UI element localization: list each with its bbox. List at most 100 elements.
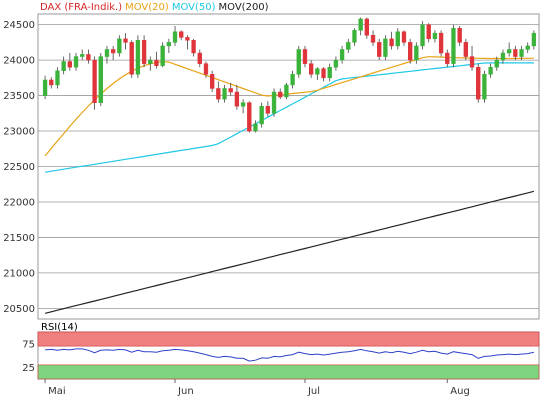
price-y-tick-label: 23000 — [3, 127, 35, 138]
candle-body — [476, 66, 481, 100]
legend-item-mov50: MOV(50) — [171, 2, 216, 13]
candle-body — [278, 91, 283, 98]
candle-body — [420, 24, 425, 47]
price-y-tick-label: 24500 — [3, 20, 35, 31]
candle-body — [271, 91, 277, 114]
candle-body — [513, 49, 518, 57]
candle-body — [284, 84, 289, 98]
candle-body — [438, 32, 444, 54]
rsi-y-tick-label: 25 — [22, 363, 35, 374]
candle-body — [333, 59, 339, 68]
candle-body — [61, 61, 66, 71]
candle-body — [234, 91, 240, 107]
candle-body — [414, 45, 419, 61]
candle-body — [302, 49, 308, 64]
mov50-line — [45, 62, 534, 173]
x-axis-month-label: Mai — [48, 386, 66, 397]
candle-body — [500, 52, 506, 61]
candle-body — [179, 31, 184, 38]
candle-body — [216, 88, 221, 100]
candle-body — [494, 59, 499, 68]
candle-body — [148, 59, 153, 64]
x-axis-month-label: Jul — [307, 386, 320, 397]
candle-body — [296, 49, 301, 75]
candle-body — [203, 63, 209, 75]
candle-body — [197, 52, 202, 64]
legend-item-mov20: MOV(20) — [125, 2, 169, 13]
candle-body — [67, 61, 73, 68]
candle-body — [339, 49, 345, 61]
candle-body — [240, 102, 246, 107]
rsi-title: RSI(14) — [41, 322, 78, 333]
candle-body — [519, 49, 524, 57]
rsi-band — [37, 331, 540, 347]
price-y-tick-label: 22500 — [3, 162, 35, 173]
candle-body — [377, 42, 382, 57]
candle-body — [407, 42, 413, 61]
candle-body — [98, 56, 103, 103]
candle-body — [370, 35, 376, 43]
candle-body — [209, 74, 215, 89]
price-y-tick-label: 24000 — [3, 56, 35, 67]
candle-body — [104, 49, 110, 57]
candle-body — [42, 79, 48, 96]
candle-body — [265, 105, 271, 114]
candle-body — [352, 30, 357, 43]
price-y-tick-label: 22000 — [3, 197, 35, 208]
rsi-y-tick-label: 75 — [22, 339, 35, 350]
candle-body — [117, 38, 122, 54]
candle-body — [531, 32, 537, 47]
candle-body — [92, 59, 97, 103]
price-y-tick-label: 21000 — [3, 268, 35, 279]
candle-body — [129, 42, 134, 75]
candle-body — [141, 39, 147, 64]
candle-body — [463, 42, 469, 57]
candle-body — [469, 56, 475, 68]
mov200-line — [44, 190, 535, 314]
candle-body — [346, 42, 351, 50]
rsi-line — [45, 348, 535, 362]
candle-body — [154, 59, 159, 67]
candle-body — [451, 27, 456, 64]
candle-body — [482, 74, 487, 100]
candle-body — [73, 56, 79, 68]
candle-body — [315, 68, 320, 75]
candle-body — [395, 31, 400, 47]
candle-body — [358, 18, 363, 31]
candle-body — [488, 66, 493, 75]
candle-body — [185, 37, 190, 41]
price-y-tick-label: 21500 — [3, 233, 35, 244]
candle-body — [445, 52, 450, 64]
candle-body — [327, 66, 332, 79]
candle-body — [222, 88, 227, 100]
candle-body — [364, 18, 370, 36]
candle-body — [49, 79, 54, 86]
price-y-tick-label: 20500 — [3, 304, 35, 315]
candle-body — [135, 39, 141, 75]
candle-body — [166, 42, 172, 47]
candle-body — [253, 123, 258, 132]
candle-body — [389, 38, 394, 47]
chart-legend: DAX (FRA-Indik.) MOV(20) MOV(50) MOV(200) — [40, 2, 272, 14]
legend-item-mov200: MOV(200) — [218, 2, 269, 13]
price-y-tick-label: 23500 — [3, 91, 35, 102]
candle-body — [290, 74, 295, 86]
legend-item-price: DAX (FRA-Indik.) — [40, 2, 123, 13]
candle-body — [426, 24, 431, 40]
candle-body — [457, 27, 462, 43]
candle-body — [308, 63, 314, 75]
candle-body — [191, 39, 196, 54]
candle-body — [383, 38, 388, 57]
candle-body — [110, 49, 116, 54]
candle-body — [55, 70, 60, 86]
candle-body — [247, 102, 252, 132]
candle-body — [321, 68, 326, 79]
candle-body — [259, 105, 264, 125]
x-axis-month-label: Jun — [177, 386, 194, 397]
candle-body — [525, 45, 530, 50]
candle-body — [506, 49, 512, 54]
candle-body — [80, 54, 85, 57]
candle-body — [172, 31, 178, 43]
